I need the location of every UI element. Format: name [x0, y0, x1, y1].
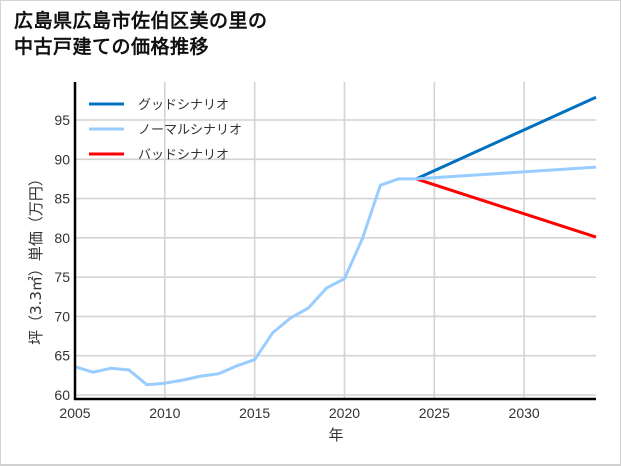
y-axis-label: 坪（3.3㎡）単価（万円）: [27, 171, 45, 345]
legend-label-bad: バッドシナリオ: [138, 148, 229, 163]
x-tick-label: 2025: [419, 405, 450, 421]
x-tick-label: 2020: [329, 405, 360, 421]
y-tick-label: 75: [54, 269, 70, 285]
x-tick-label: 2015: [239, 405, 270, 421]
y-tick-label: 65: [54, 348, 70, 364]
chart-title-line2: 中古戸建ての価格推移: [14, 36, 210, 58]
y-tick-label: 85: [54, 191, 70, 207]
y-tick-label: 80: [54, 230, 70, 246]
series-line-good: [415, 95, 597, 181]
data-lines: [74, 95, 597, 387]
grid-lines: [75, 82, 596, 399]
x-tick-label: 2010: [149, 405, 180, 421]
series-line-normal: [74, 165, 597, 387]
x-tick-label: 2030: [509, 405, 540, 421]
y-tick-label: 90: [54, 151, 70, 167]
chart-title: 広島県広島市佐伯区美の里の 中古戸建ての価格推移: [14, 8, 268, 60]
y-tick-label: 70: [54, 308, 70, 324]
y-tick-label: 95: [54, 112, 70, 128]
x-tick-label: 2005: [59, 405, 90, 421]
axes: [73, 82, 596, 401]
legend-label-normal: ノーマルシナリオ: [138, 123, 242, 138]
x-axis-label: 年: [328, 426, 343, 444]
y-tick-labels: 60 65 70 75 80 85 90 95: [54, 112, 70, 403]
x-tick-labels: 2005 2010 2015 2020 2025 2030: [59, 405, 539, 421]
chart-title-line1: 広島県広島市佐伯区美の里の: [14, 10, 268, 32]
y-tick-label: 60: [54, 387, 70, 403]
series-line-bad: [415, 177, 597, 239]
legend-label-good: グッドシナリオ: [138, 98, 229, 113]
